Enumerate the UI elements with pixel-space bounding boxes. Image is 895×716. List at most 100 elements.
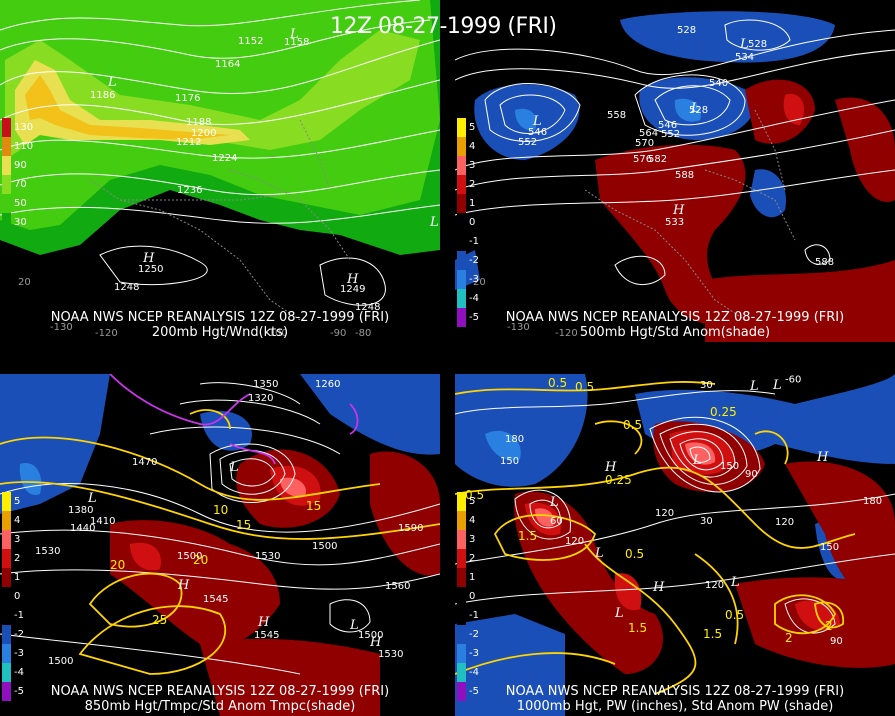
panel-200mb: 1152 1158 1164 1176 1186 1188 1200 1212 … (0, 0, 440, 342)
legend-label: -4 (469, 293, 479, 304)
longitude-label: -100 (265, 328, 288, 339)
contour-label: 90 (830, 636, 843, 647)
contour-label: 1248 (114, 282, 139, 293)
contour-label: 150 (500, 456, 519, 467)
legend-label: -5 (14, 686, 24, 697)
longitude-label: -80 (355, 328, 371, 339)
high-marker: H (672, 203, 685, 218)
map-200mb: 1152 1158 1164 1176 1186 1188 1200 1212 … (0, 0, 440, 339)
legend-label: 0 (14, 591, 21, 602)
legend-label: -3 (469, 274, 479, 285)
high-marker: H (816, 450, 829, 465)
contour-label: 552 (518, 137, 537, 148)
pw-contour-label: 0.25 (605, 473, 632, 487)
contour-label: 1350 (253, 379, 278, 390)
contour-label: 1158 (284, 37, 309, 48)
contour-label: 1500 (358, 630, 383, 641)
contour-label: 1470 (132, 457, 157, 468)
low-marker: L (690, 101, 700, 116)
panel-field-caption: 850mb Hgt/Tmpc/Std Anom Tmpc(shade) (84, 699, 356, 714)
low-marker: L (614, 606, 624, 621)
pw-contour-label: 2 (785, 631, 793, 645)
low-marker: L (107, 75, 117, 90)
low-marker: L (749, 379, 759, 394)
contour-label: 1248 (355, 302, 380, 313)
contour-label: 90 (745, 469, 758, 480)
legend-label: -4 (14, 667, 24, 678)
pw-contour-label: 0.5 (625, 547, 644, 561)
low-marker: L (549, 495, 559, 510)
contour-label: 528 (677, 25, 696, 36)
pw-contour-label: 0.5 (548, 376, 567, 390)
legend-label: -3 (14, 648, 24, 659)
contour-label: 528 (689, 105, 708, 116)
contour-label: 1530 (255, 551, 280, 562)
map-1000mb: 0.5 0.5 0.25 0.5 0.25 0.5 0.5 1.5 1.5 0.… (455, 374, 895, 716)
std-anomaly-legend: 5 4 3 2 1 0 -1 -2 -3 -4 -5 (457, 492, 497, 701)
contour-label: 30 (700, 380, 713, 391)
legend-label: 4 (469, 141, 476, 152)
legend-label: 4 (14, 515, 21, 526)
contour-label: 1500 (48, 656, 73, 667)
legend-label: 3 (14, 534, 21, 545)
legend-label: -5 (469, 686, 479, 697)
contour-label: 533 (665, 217, 684, 228)
contour-label: 120 (775, 517, 794, 528)
low-marker: L (772, 378, 782, 393)
contour-label: 546 (658, 120, 677, 131)
legend-label: -1 (469, 236, 479, 247)
contour-label: -60 (785, 374, 801, 385)
contour-label: 1200 (191, 128, 216, 139)
panel-field-caption: 200mb Hgt/Wnd(kts) (151, 325, 289, 340)
contour-label: 1152 (238, 36, 263, 47)
low-marker: L (289, 27, 299, 42)
contour-label: 1590 (398, 523, 423, 534)
high-marker: H (369, 635, 382, 650)
low-marker: L (730, 575, 740, 590)
contour-label: 1530 (378, 649, 403, 660)
legend-label: 2 (14, 553, 21, 564)
contour-label: 1250 (138, 264, 163, 275)
contour-label: 528 (748, 39, 767, 50)
contour-label: 570 (635, 138, 654, 149)
high-marker: H (257, 615, 270, 630)
contour-label: 1249 (340, 284, 365, 295)
high-marker: H (652, 580, 665, 595)
legend-label: 3 (469, 534, 476, 545)
low-marker: L (429, 215, 439, 230)
legend-label: -2 (469, 255, 479, 266)
high-marker: H (604, 460, 617, 475)
contour-label: 1260 (315, 379, 340, 390)
pw-contour-label: 0.5 (725, 608, 744, 622)
legend-label: 1 (469, 572, 476, 583)
panel-500mb: 528 528 534 540 546 552 546 552 558 564 … (455, 0, 895, 342)
low-marker: L (692, 453, 702, 468)
std-anomaly-legend: 5 4 3 2 1 0 -1 -2 -3 -4 -5 (457, 118, 497, 327)
panel-850mb: 1350 1320 1260 1470 1380 1410 1440 1530 … (0, 374, 440, 716)
contour-label: 1500 (312, 541, 337, 552)
contour-label: 558 (607, 110, 626, 121)
contour-label: 1500 (177, 551, 202, 562)
contour-label: 150 (720, 461, 739, 472)
pw-contour-label: 1.5 (628, 621, 647, 635)
pw-contour-label: 0.5 (575, 380, 594, 394)
low-marker: L (349, 618, 359, 633)
legend-label: 0 (469, 591, 476, 602)
low-marker: L (594, 546, 604, 561)
latitude-label: 20 (473, 277, 486, 288)
longitude-label: -120 (95, 328, 118, 339)
contour-label: 120 (565, 536, 584, 547)
contour-label: 540 (709, 78, 728, 89)
panel-1000mb: 0.5 0.5 0.25 0.5 0.25 0.5 0.5 1.5 1.5 0.… (455, 374, 895, 716)
contour-label: 1186 (90, 90, 115, 101)
latitude-label: 20 (18, 277, 31, 288)
legend-label: 5 (469, 122, 476, 133)
contour-label: 1410 (90, 516, 115, 527)
contour-label: 546 (528, 127, 547, 138)
panel-field-caption: 500mb Hgt/Std Anom(shade) (579, 325, 771, 340)
contour-label: 1176 (175, 93, 200, 104)
std-anomaly-legend: 5 4 3 2 1 0 -1 -2 -3 -4 -5 (2, 492, 42, 701)
contour-label: 564 (639, 128, 658, 139)
longitude-label: -130 (507, 322, 530, 333)
legend-label: 2 (469, 553, 476, 564)
